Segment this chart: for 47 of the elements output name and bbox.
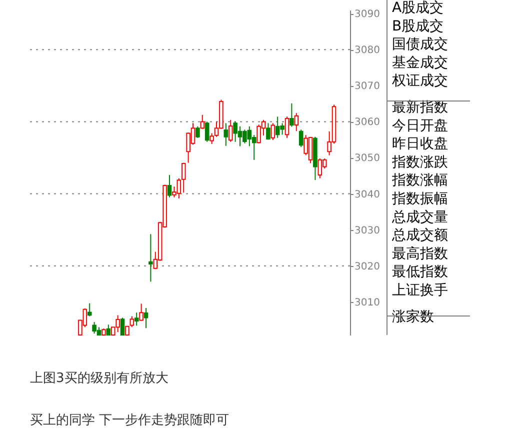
text: 买上的同学 下一步作走势跟随即可 xyxy=(30,413,230,428)
text: 指数涨跌 xyxy=(391,154,448,170)
y-tick-label: 3010 xyxy=(354,297,380,308)
text: 上图3买的级别有所放大 xyxy=(30,371,168,386)
text: 昨日收盘 xyxy=(392,136,448,152)
text: 今日开盘 xyxy=(392,118,448,134)
candlestick xyxy=(224,122,228,146)
candlestick xyxy=(181,162,186,194)
y-tick-label: 3020 xyxy=(354,261,380,272)
text: 基金成交 xyxy=(392,54,448,71)
candlestick xyxy=(284,116,290,138)
y-tick-label: 3060 xyxy=(354,117,380,128)
candlestick xyxy=(204,121,210,142)
candlestick xyxy=(270,122,276,141)
text: 总成交量 xyxy=(391,209,448,226)
y-tick-label: 3030 xyxy=(354,225,380,236)
text: B股成交 xyxy=(392,18,444,34)
candlestick xyxy=(290,102,294,128)
candlestick xyxy=(148,234,153,282)
y-tick-label: 3050 xyxy=(354,153,380,164)
text: 权证成交 xyxy=(391,73,448,90)
candlestick xyxy=(106,324,111,336)
candlestick xyxy=(200,114,205,130)
candlestick xyxy=(144,307,148,329)
candlestick xyxy=(120,317,125,336)
candlestick xyxy=(139,303,144,322)
candlestick xyxy=(318,158,322,179)
candlestick xyxy=(228,119,233,142)
y-tick-label: 3090 xyxy=(354,9,380,20)
text: 最高指数 xyxy=(392,246,448,262)
candlestick xyxy=(130,316,134,328)
y-tick-label: 3070 xyxy=(354,81,380,92)
y-tick-label: 3080 xyxy=(354,45,380,56)
text: 指数涨幅 xyxy=(391,172,448,189)
text: 指数振幅 xyxy=(391,191,448,207)
text: 总成交额 xyxy=(391,228,448,244)
y-tick-label: 3040 xyxy=(354,189,380,200)
text: 上证换手 xyxy=(392,282,448,298)
candlestick xyxy=(134,312,139,326)
text: 国债成交 xyxy=(392,36,448,53)
candlestick xyxy=(298,129,304,148)
text: A股成交 xyxy=(392,0,444,16)
candlestick xyxy=(294,112,299,132)
candlestick xyxy=(196,126,200,138)
candlestick xyxy=(167,174,172,198)
candlestick xyxy=(266,122,270,140)
text: 最低指数 xyxy=(392,264,448,280)
